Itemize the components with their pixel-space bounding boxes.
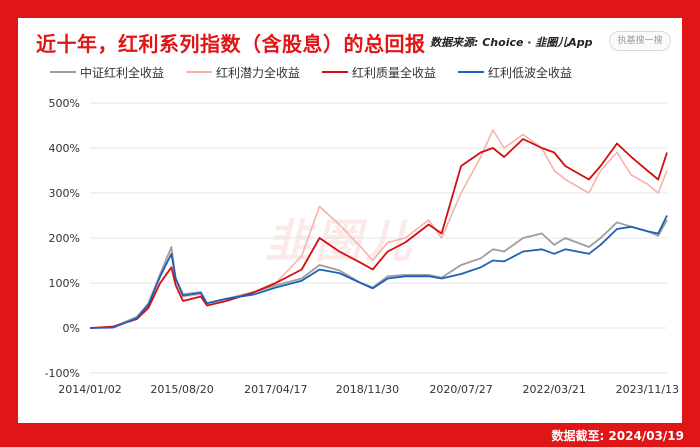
- fund-search-box[interactable]: 执基搜一搜: [609, 31, 671, 51]
- legend-swatch: [322, 71, 349, 73]
- y-tick-label: 100%: [49, 277, 80, 290]
- legend-item: 红利潜力全收益: [186, 64, 300, 81]
- y-tick-label: -100%: [45, 367, 80, 380]
- series-line: [89, 138, 668, 329]
- chart-card: [18, 18, 682, 423]
- x-tick-labels: 2014/01/02 2015/08/20 2017/04/17 2018/11/30…: [58, 383, 679, 396]
- x-tick-label: 2020/07/27: [429, 383, 492, 396]
- legend-swatch: [186, 71, 213, 73]
- y-tick-label: 0%: [63, 322, 80, 335]
- y-tick-labels: -100% 0% 100% 200% 300% 400% 500%: [45, 97, 80, 380]
- x-tick-label: 2015/08/20: [150, 383, 213, 396]
- legend-label: 红利质量全收益: [352, 65, 437, 80]
- legend-item: 红利低波全收益: [458, 64, 572, 81]
- legend-item: 红利质量全收益: [322, 64, 436, 81]
- legend-swatch: [458, 71, 485, 73]
- chart-legend: 中证红利全收益 红利潜力全收益 红利质量全收益 红利低波全收益: [50, 64, 594, 80]
- legend-label: 红利低波全收益: [488, 65, 573, 80]
- x-tick-label: 2018/11/30: [336, 383, 399, 396]
- series-line: [89, 129, 668, 329]
- y-tick-label: 500%: [49, 97, 80, 110]
- legend-label: 红利潜力全收益: [216, 65, 301, 80]
- grid-layer: [90, 102, 667, 374]
- footer-bar: 数据截至: 2024/03/19: [0, 423, 700, 447]
- data-cutoff-date: 数据截至: 2024/03/19: [551, 429, 684, 443]
- y-tick-label: 200%: [49, 232, 80, 245]
- x-tick-label: 2017/04/17: [244, 383, 307, 396]
- series-lines: [89, 129, 668, 329]
- chart-title: 近十年，红利系列指数（含股息）的总回报: [36, 32, 426, 56]
- y-tick-label: 400%: [49, 142, 80, 155]
- x-tick-label: 2023/11/13: [616, 383, 679, 396]
- x-tick-label: 2014/01/02: [58, 383, 121, 396]
- legend-label: 中证红利全收益: [80, 65, 165, 80]
- series-line: [89, 219, 668, 329]
- legend-item: 中证红利全收益: [50, 64, 164, 81]
- series-line: [89, 215, 668, 329]
- legend-swatch: [50, 71, 76, 73]
- x-tick-label: 2022/03/21: [522, 383, 585, 396]
- data-source: 数据来源: Choice · 韭圈儿App: [430, 36, 593, 49]
- y-tick-label: 300%: [49, 187, 80, 200]
